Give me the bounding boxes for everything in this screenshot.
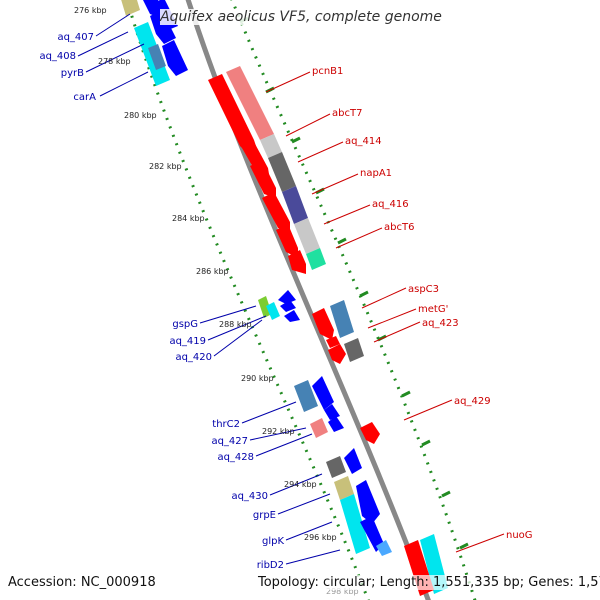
label-aspC3: aspC3 [408, 284, 439, 295]
label-aq420: aq_420 [175, 352, 212, 363]
label-glpK: glpK [262, 536, 284, 547]
tick-label-282: 282 kbp [149, 162, 182, 171]
gene-abcT6 [288, 250, 306, 274]
ring-feature-napA1 [282, 186, 308, 224]
label-carA: carA [73, 92, 96, 103]
gene-gspG [278, 290, 296, 304]
tick-label-276: 276 kbp [74, 6, 107, 15]
forward-label-leaders [265, 71, 505, 553]
ring-feature-aq427 [310, 418, 328, 438]
gene-ribD2 [376, 540, 392, 556]
ring-feature-aspC3 [330, 300, 354, 338]
label-thrC2: thrC2 [212, 419, 240, 430]
ring-feature-aq414 [268, 152, 296, 192]
gene-aq408 [150, 10, 176, 44]
genome-summary-value: Topology: circular; Length: 1,551,335 bp… [258, 575, 600, 590]
gene-aq430 [344, 448, 362, 474]
label-aq407: aq_407 [57, 32, 94, 43]
reverse-genes [143, 0, 392, 556]
tick-label-288: 288 kbp [219, 320, 252, 329]
gene-aq429 [360, 422, 380, 444]
tick-label-294: 294 kbp [284, 480, 317, 489]
ring-feature-pcnB1 [226, 66, 274, 140]
tick-labels: 276 kbp 278 kbp 280 kbp 282 kbp 284 kbp … [74, 6, 359, 596]
label-aq416: aq_416 [372, 199, 409, 210]
gene-pyrB [162, 40, 188, 76]
tick-label-286: 286 kbp [196, 267, 229, 276]
ring-feature-glpK [340, 494, 370, 554]
ring-feature-abcT6 [306, 248, 326, 270]
forward-genes [208, 74, 434, 596]
map-title: Aquifex aeolicus VF5, complete genome [160, 9, 442, 25]
ring-feature-aq430 [326, 456, 346, 478]
label-ribD2: ribD2 [257, 560, 284, 571]
label-aq429: aq_429 [454, 396, 491, 407]
gene-aq420 [284, 310, 300, 322]
feature-track-reverse-ring [121, 0, 370, 554]
gene-thrC2 [312, 376, 334, 410]
ring-feature-aq419 [266, 302, 280, 320]
reverse-label-leaders [77, 13, 341, 565]
ring-feature-aq407 [121, 0, 140, 16]
label-aq430: aq_430 [231, 491, 268, 502]
gene-metG [326, 336, 340, 348]
gene-pcnB1 [208, 74, 258, 152]
ring-feature-thrC2 [294, 380, 318, 412]
forward-gene-labels: pcnB1 abcT7 aq_414 napA1 aq_416 abcT6 as… [312, 66, 533, 541]
gene-grpE [356, 480, 380, 524]
label-gspG: gspG [172, 319, 198, 330]
ring-feature-pyrB [148, 44, 166, 70]
label-aq427: aq_427 [211, 436, 248, 447]
gene-napA1 [262, 192, 290, 232]
gene-aq416 [276, 224, 298, 258]
tick-label-278: 278 kbp [98, 57, 131, 66]
label-aq414: aq_414 [345, 136, 382, 147]
tick-label-284: 284 kbp [172, 214, 205, 223]
label-pcnB1: pcnB1 [312, 66, 343, 77]
tick-label-296: 296 kbp [304, 533, 337, 542]
label-pyrB: pyrB [61, 68, 84, 79]
genome-backbone [185, 0, 431, 600]
ring-feature-grpE [334, 476, 354, 500]
genome-summary-text: Topology: circular; Length: 1,551,335 bp… [258, 575, 600, 590]
ring-feature-abcT7 [260, 134, 282, 158]
reverse-gene-labels: aq_407 aq_408 pyrB carA gspG aq_419 aq_4… [39, 32, 284, 571]
label-aq423: aq_423 [422, 318, 459, 329]
label-aq408: aq_408 [39, 51, 76, 62]
ring-feature-gspG [258, 296, 272, 318]
label-nuoG: nuoG [506, 530, 533, 541]
gene-aspC3 [312, 308, 334, 340]
label-metG: metG' [418, 304, 448, 315]
label-aq428: aq_428 [217, 452, 254, 463]
gene-glpK [360, 516, 384, 552]
tick-label-298: 298 kbp [326, 587, 359, 596]
gene-aq414 [250, 160, 276, 198]
gene-aq428 [328, 416, 344, 432]
label-abcT7: abcT7 [332, 108, 362, 119]
gene-aq419 [280, 300, 296, 312]
label-abcT6: abcT6 [384, 222, 414, 233]
tick-label-280: 280 kbp [124, 111, 157, 120]
ring-feature-aq416 [294, 218, 320, 254]
label-grpE: grpE [253, 510, 276, 521]
tick-label-292: 292 kbp [262, 427, 295, 436]
ring-feature-aq423 [344, 338, 364, 362]
accession-text: Accession: NC_000918 [8, 575, 156, 590]
gene-aq423 [328, 344, 346, 364]
label-napA1: napA1 [360, 168, 392, 179]
label-aq419: aq_419 [169, 336, 206, 347]
tick-label-290: 290 kbp [241, 374, 274, 383]
